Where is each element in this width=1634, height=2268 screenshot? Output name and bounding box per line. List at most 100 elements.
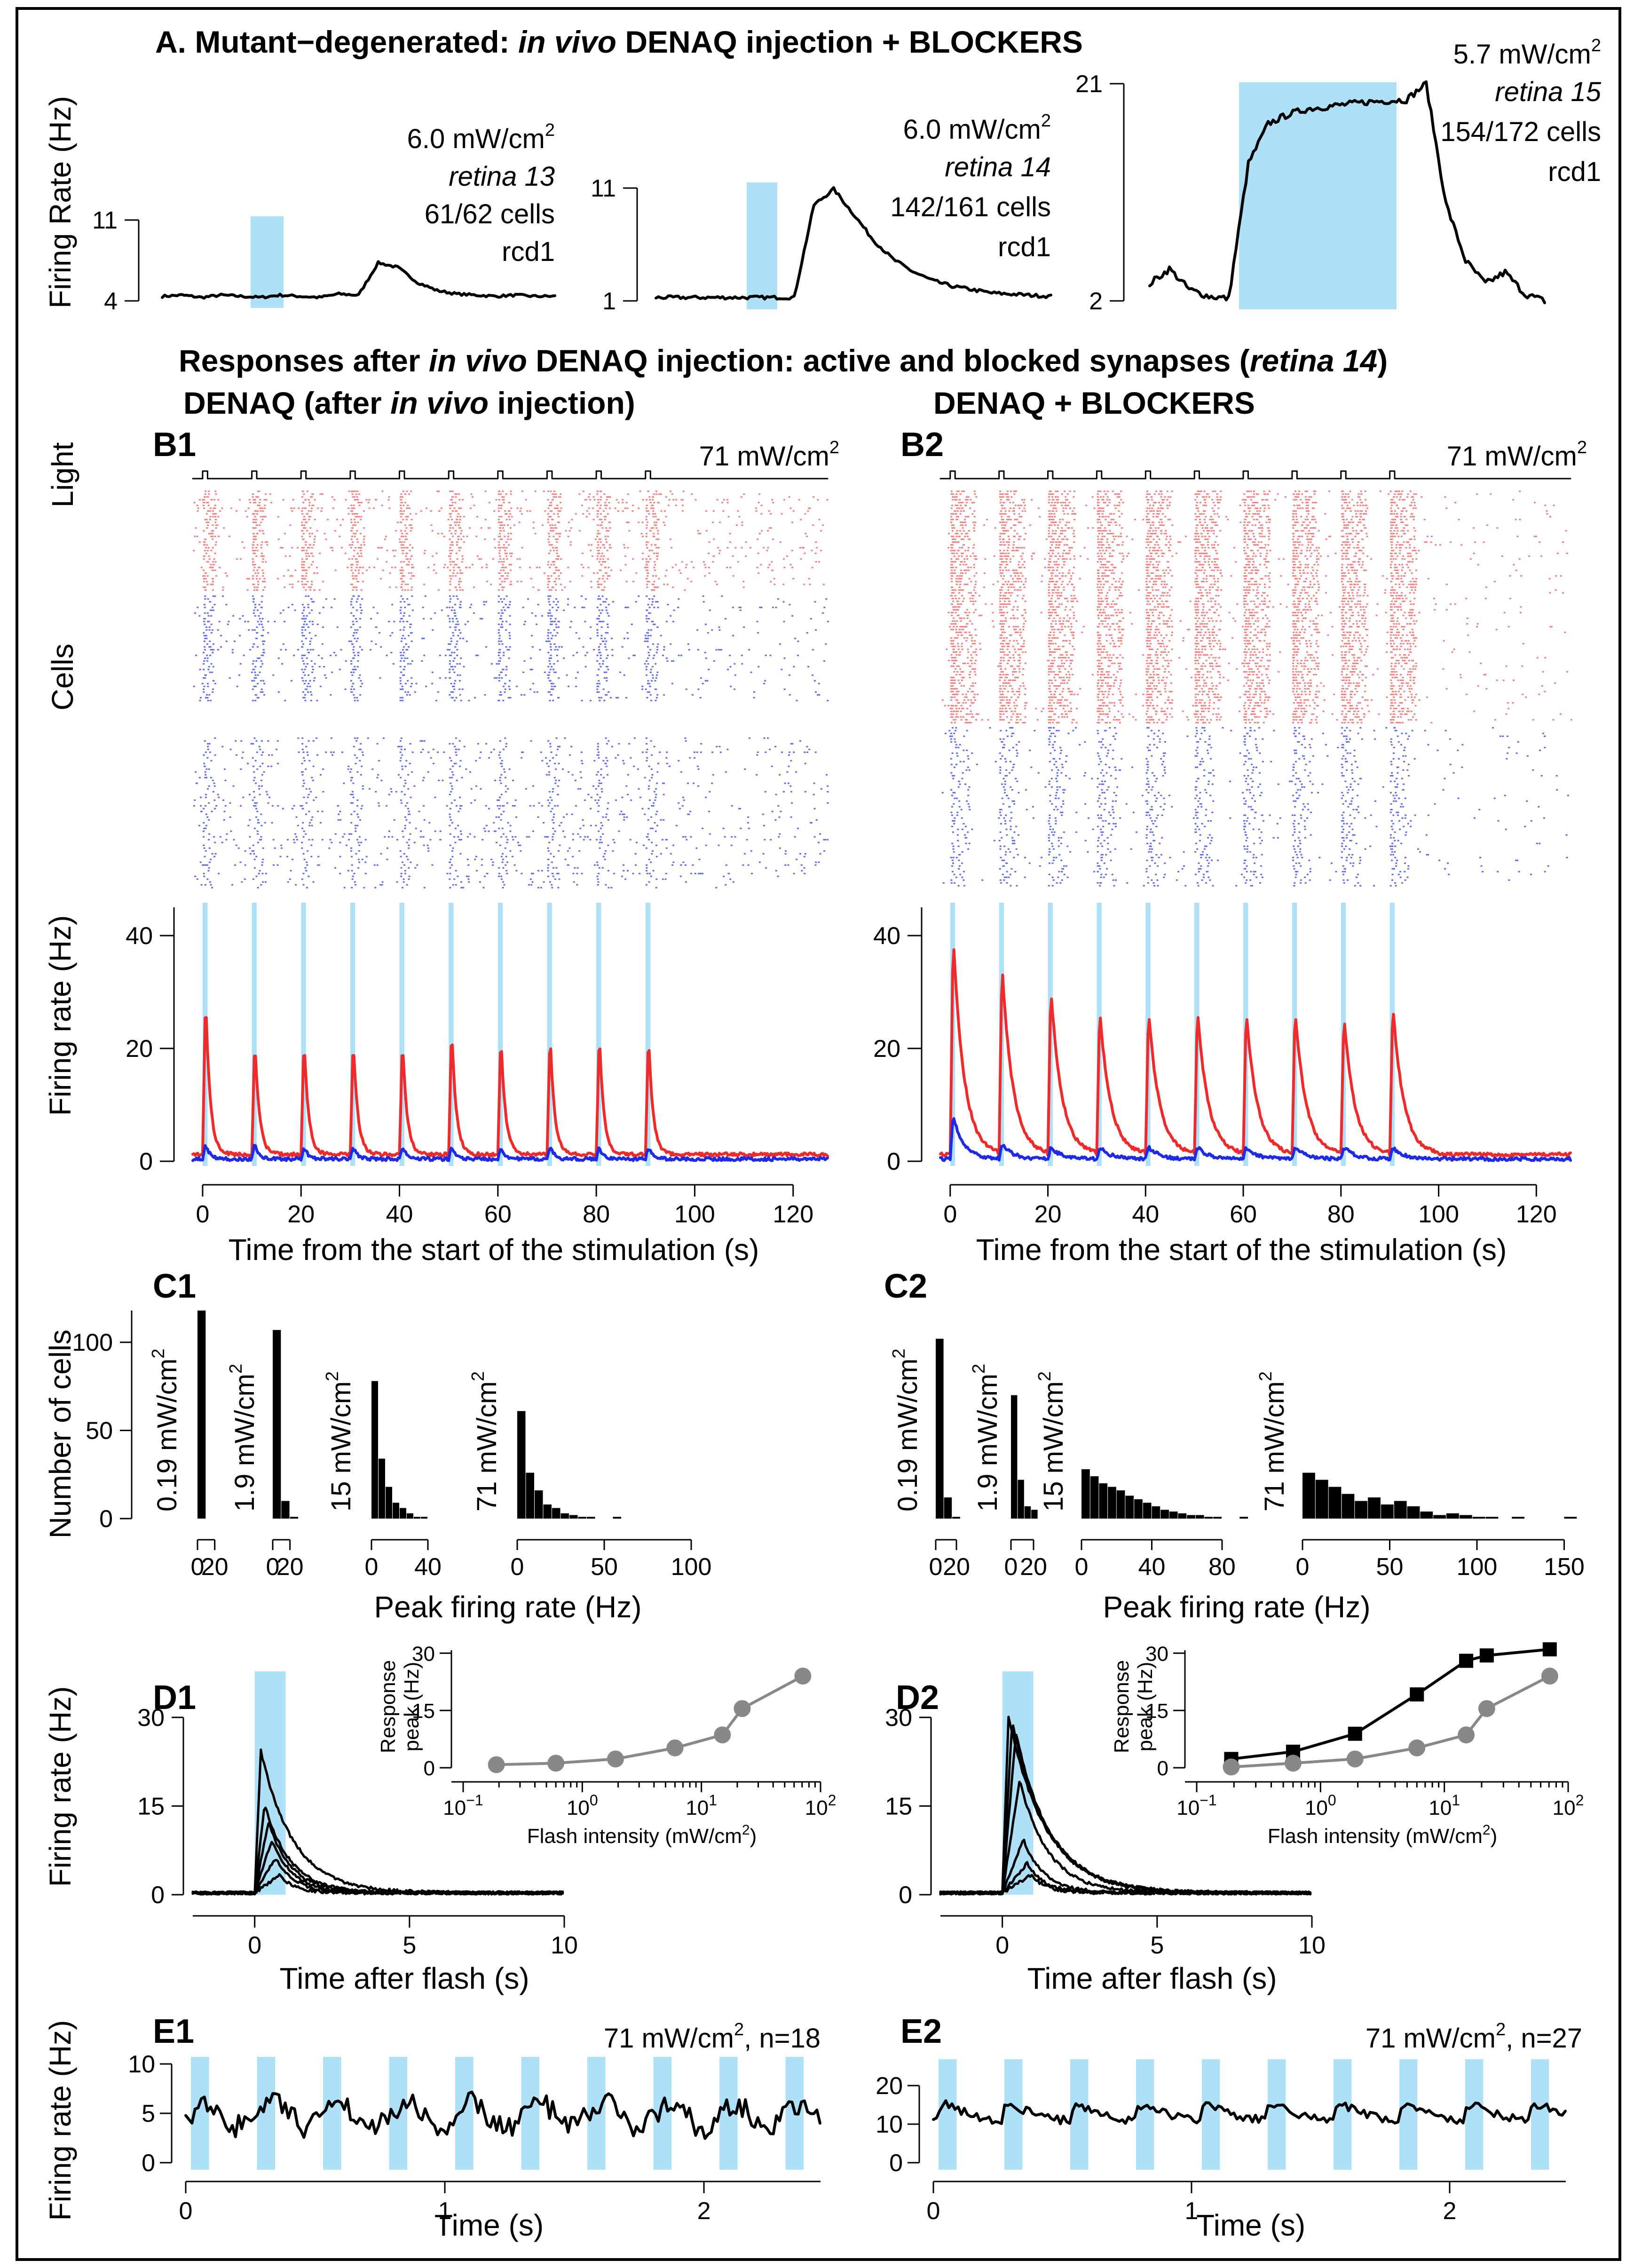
c-hist-bar (1204, 1517, 1213, 1519)
c-hist-bar (587, 1517, 595, 1519)
e-light-bar (1399, 2059, 1418, 2170)
d-inset-x-tick-exp: 0 (590, 1792, 598, 1809)
e-light-bar (938, 2059, 957, 2170)
c-intensity-label: 71 mW/cm2 (468, 1371, 502, 1512)
d-inset-xlabel-close: ) (750, 1825, 757, 1848)
b2-intensity: 71 mW/cm2 (1447, 438, 1587, 472)
a2-ytick-bottom: 1 (602, 288, 616, 315)
c-intensity-sup: 2 (889, 1348, 909, 1358)
e-x-tick-label: 1 (438, 2197, 452, 2225)
d-inset-x-tick-exp: 1 (709, 1792, 717, 1809)
c-hist-bar (1342, 1494, 1355, 1519)
c-intensity-label: 0.19 mW/cm2 (149, 1348, 182, 1512)
a3-intensity: 5.7 mW/cm2 (1453, 36, 1601, 70)
panel-e: E1 E2 Firing rate (Hz) 71 mW/cm2, n=18 7… (43, 2013, 1582, 2242)
e-light-bar (1531, 2059, 1549, 2170)
c2-xlabel: Peak firing rate (Hz) (1103, 1590, 1370, 1624)
c-hist-bar (613, 1517, 621, 1519)
e-x-tick-label: 2 (1443, 2197, 1456, 2225)
d-inset-circle-marker (1458, 1726, 1475, 1744)
e-x-tick-label: 2 (697, 2197, 711, 2225)
c-hist-bar (535, 1490, 543, 1519)
d-inset-square-marker (1542, 1642, 1557, 1657)
c-hist-bar (1564, 1517, 1577, 1519)
e1-xlabel: Time (s) (434, 2208, 544, 2242)
c-hist-bar (1381, 1504, 1394, 1519)
d-inset-axes (450, 1650, 821, 1783)
d-inset-square-marker (1459, 1654, 1474, 1668)
a3-cells: 154/172 cells (1440, 117, 1601, 147)
d-inset-ylabel-2: peak (Hz) (1134, 1662, 1157, 1752)
c-x-tick-label: 100 (671, 1553, 712, 1581)
c-hist-bar (1315, 1480, 1328, 1519)
d-inset-square-marker (1348, 1726, 1362, 1741)
panel-label-e2: E2 (900, 2013, 942, 2050)
d-inset-x-tick-exp: −1 (466, 1792, 483, 1809)
c-hist-bar (1011, 1395, 1018, 1519)
d-inset-y-tick-label: 30 (412, 1642, 435, 1665)
d-inset-x-tick-exp: 0 (1328, 1792, 1336, 1809)
cells-label: Cells (46, 644, 79, 710)
c-hist-bar (552, 1508, 560, 1519)
c-x-tick-label: 50 (591, 1553, 618, 1581)
b-light-bar (399, 903, 404, 1166)
c-hist-bar (1459, 1515, 1472, 1519)
c-hist-bar (1024, 1506, 1031, 1519)
a3-retina: retina 15 (1495, 77, 1601, 107)
a2-intensity: 6.0 mW/cm2 (903, 111, 1051, 145)
c-hist-bar (1108, 1487, 1116, 1519)
c-hist-bar (386, 1487, 392, 1519)
d-x-tick-label: 0 (248, 1932, 261, 1959)
c-hist-bar (1472, 1517, 1485, 1519)
d-inset-ylabel-1: Response (1110, 1660, 1133, 1753)
d-inset-y-tick-label: 0 (1157, 1757, 1168, 1780)
d-x-tick-label: 5 (403, 1932, 416, 1959)
panel-label-b2: B2 (900, 426, 944, 464)
c-intensity-sup: 2 (226, 1364, 246, 1374)
b-light-bar (645, 903, 651, 1166)
d-inset-y-tick-label: 15 (1145, 1700, 1168, 1723)
light-label: Light (46, 442, 79, 507)
d-x-tick-label: 5 (1150, 1932, 1164, 1959)
d-y-tick-label: 30 (885, 1704, 912, 1732)
c-hist-bar (281, 1501, 290, 1519)
c-x-tick-label: 50 (1376, 1553, 1404, 1581)
b-trace-red (939, 948, 1572, 1158)
d-inset-circle-marker (547, 1755, 565, 1772)
b-x-tick-label: 120 (773, 1201, 813, 1228)
c-x-tick-label: 0 (266, 1553, 280, 1581)
c-y-tick-label: 50 (86, 1418, 113, 1445)
e-x-tick-label: 0 (179, 2197, 193, 2225)
b-x-tick-label: 20 (1034, 1201, 1062, 1228)
e-trace (184, 2090, 821, 2140)
d-ylabel: Firing rate (Hz) (43, 1686, 77, 1887)
e-y-tick-label: 0 (142, 2150, 155, 2177)
d-inset-circle-marker (1284, 1755, 1302, 1772)
c-intensity-label: 1.9 mW/cm2 (969, 1364, 1003, 1512)
c-hist-bar (1099, 1483, 1108, 1519)
panel-label-d1: D1 (153, 1679, 196, 1717)
a1-cells: 61/62 cells (425, 199, 555, 229)
e-x-tick-label: 1 (1185, 2197, 1199, 2225)
a3-light-bar (1239, 82, 1397, 309)
e-light-bar (1136, 2059, 1154, 2170)
c-x-tick-label: 0 (191, 1553, 205, 1581)
c-hist-bar (1213, 1517, 1222, 1519)
e-light-bar (1267, 2059, 1286, 2170)
b-y-tick-label: 40 (126, 922, 153, 950)
d-inset-circle-marker (1478, 1700, 1495, 1717)
c-intensity-sup: 2 (969, 1364, 989, 1374)
d-inset-circle-marker (1223, 1758, 1240, 1776)
d-x-tick-label: 10 (1298, 1932, 1326, 1959)
d-inset-y-tick-label: 0 (424, 1757, 435, 1780)
d2-xlabel: Time after flash (s) (1027, 1961, 1277, 1995)
c-hist-bar (379, 1458, 385, 1519)
c-intensity-sup: 2 (1035, 1371, 1055, 1381)
header-b: Responses after in vivo DENAQ injection:… (179, 343, 1388, 378)
c-hist-bar (936, 1339, 944, 1519)
b-x-tick-label: 20 (287, 1201, 315, 1228)
